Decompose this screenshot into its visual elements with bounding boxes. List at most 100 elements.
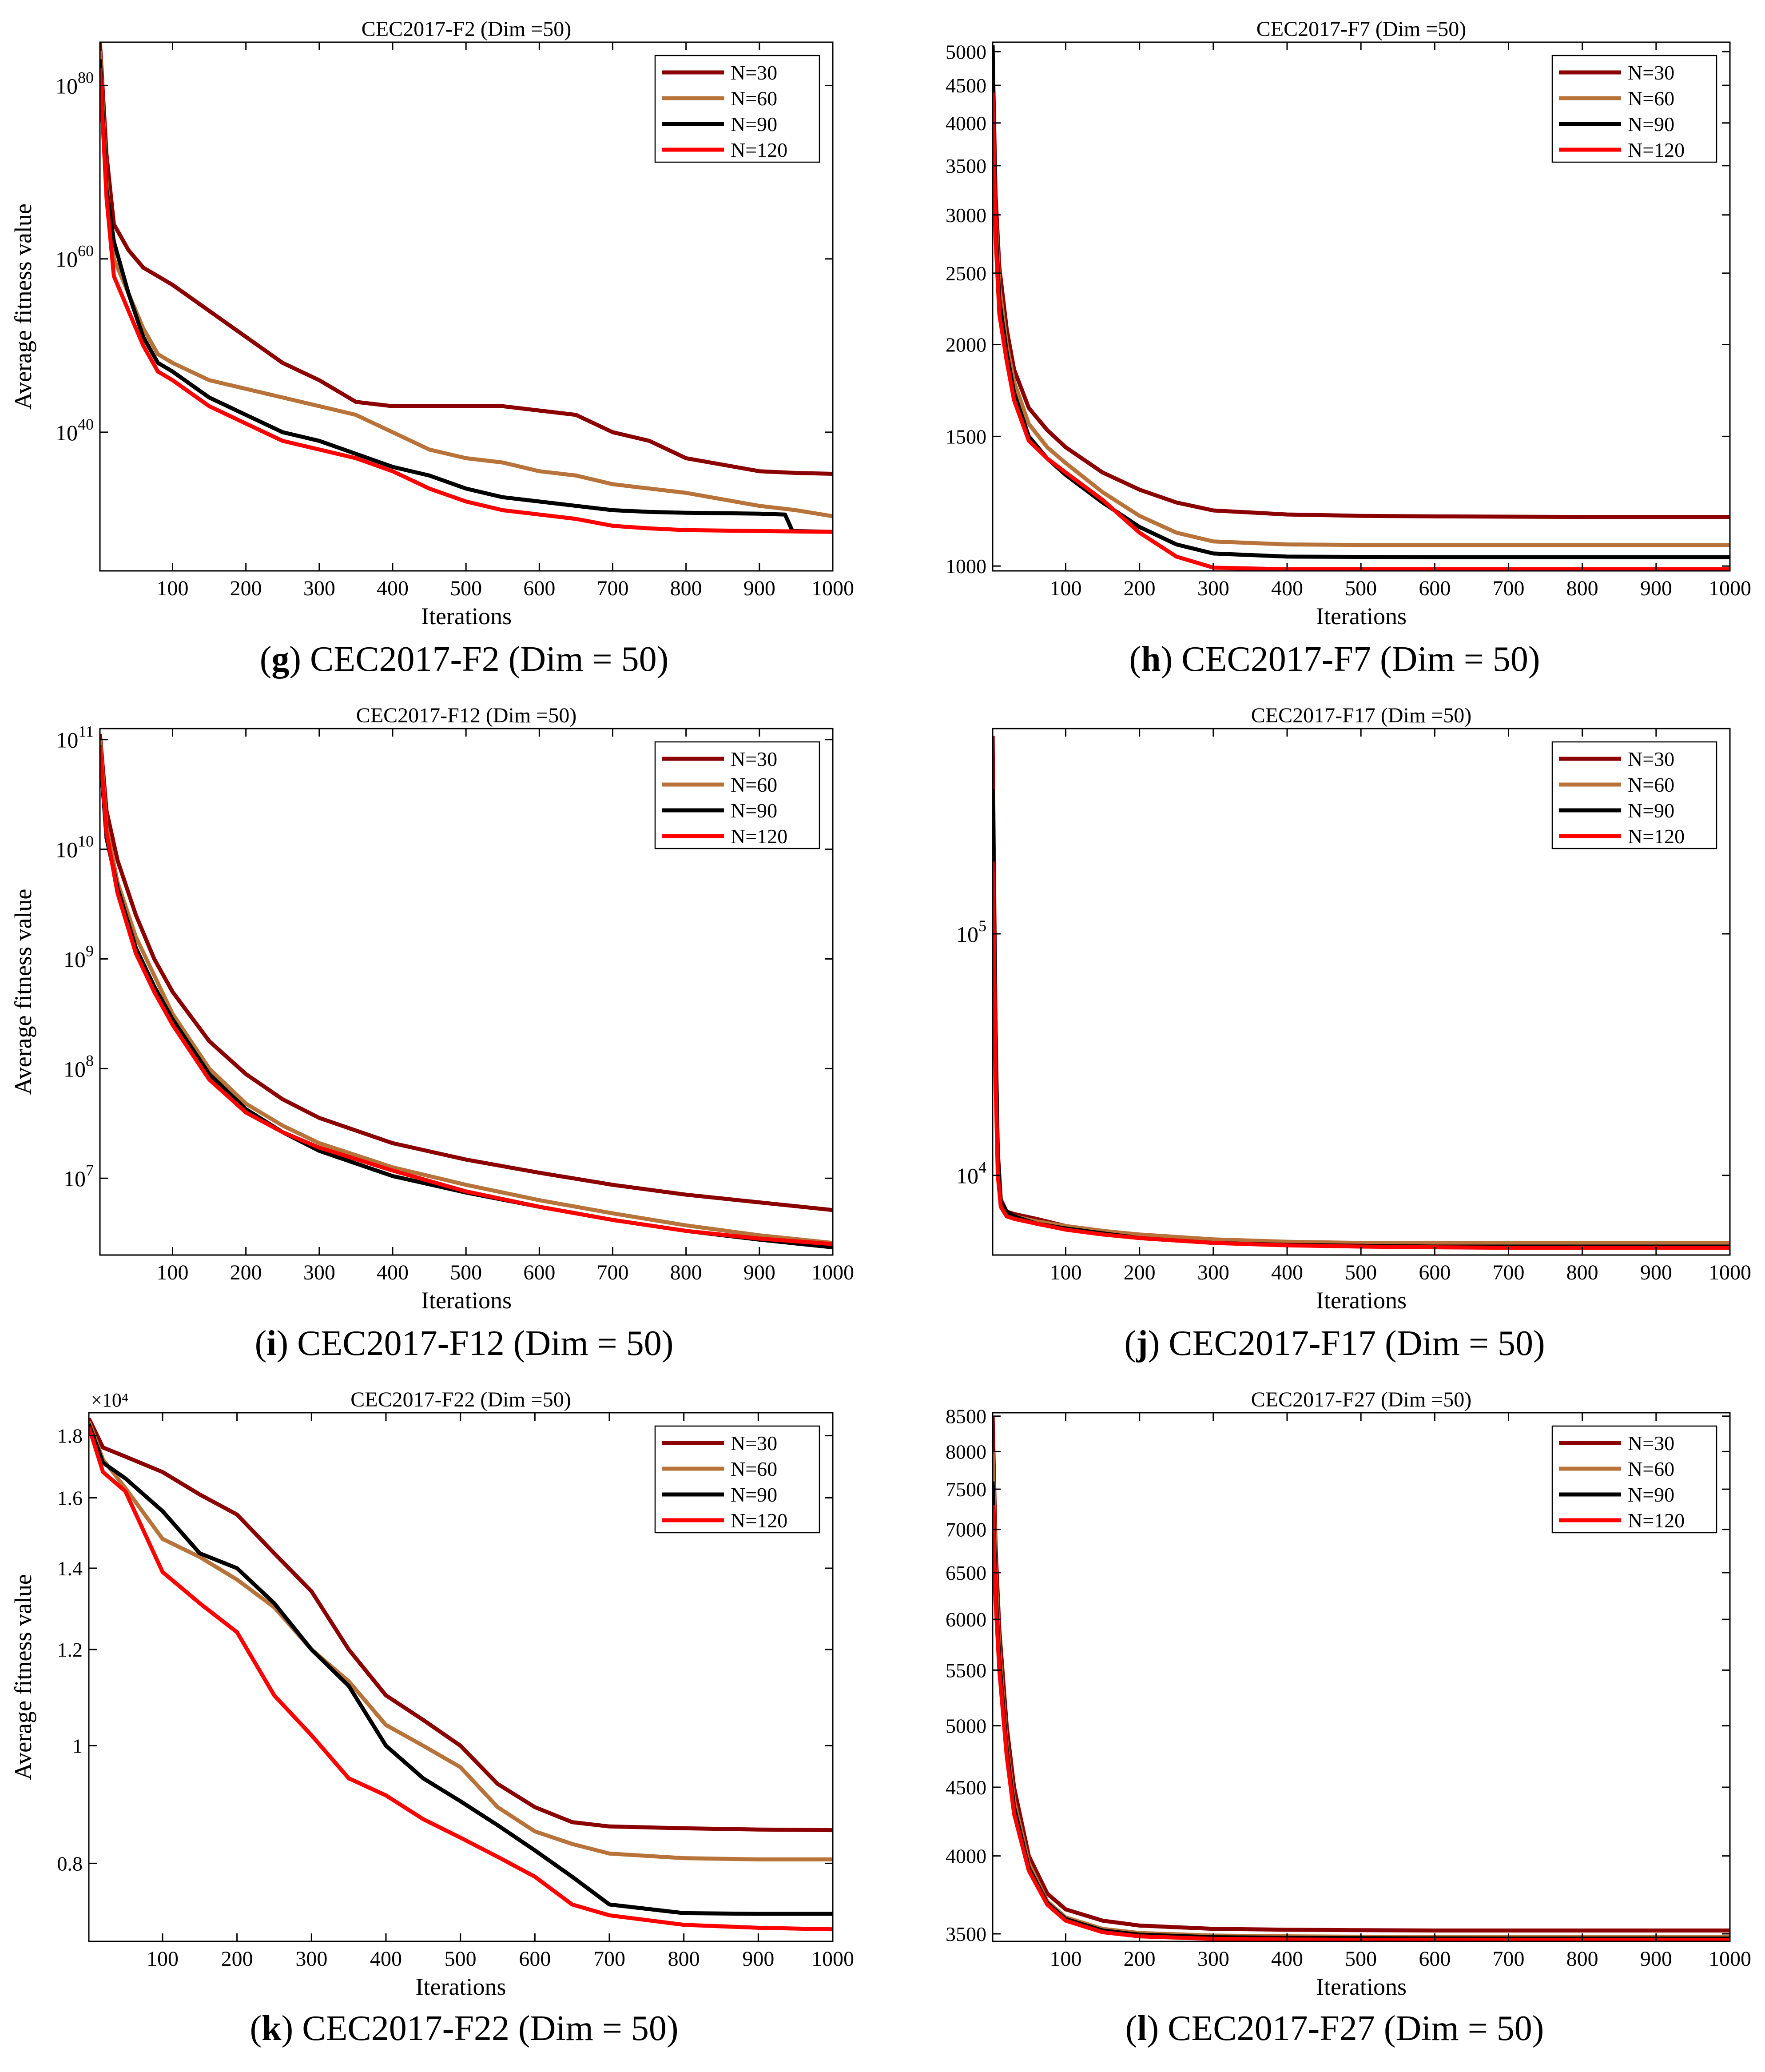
y-tick-label: 7500 bbox=[946, 1478, 986, 1501]
x-tick-label: 600 bbox=[523, 1261, 555, 1284]
y-tick-label: 5000 bbox=[946, 40, 986, 63]
x-tick-label: 600 bbox=[1419, 1947, 1451, 1971]
panel-caption: (j) CEC2017-F17 (Dim = 50) bbox=[1124, 1324, 1545, 1363]
legend: N=30 N=60 N=90 N=120 bbox=[1551, 741, 1717, 849]
series-line-n-120 bbox=[993, 861, 1730, 1250]
x-tick-label: 300 bbox=[1197, 1261, 1229, 1284]
y-tick-label: 107 bbox=[64, 1161, 94, 1191]
x-tick-label: 300 bbox=[303, 577, 335, 600]
y-tick-label: 8000 bbox=[946, 1440, 986, 1463]
y-tick-label: 4500 bbox=[946, 74, 986, 97]
series-line-n-90 bbox=[89, 1423, 833, 1916]
legend-label: N=60 bbox=[731, 1458, 777, 1480]
series-line-n-120 bbox=[100, 745, 833, 1246]
series-line-n-30 bbox=[100, 42, 833, 476]
x-tick-label: 700 bbox=[1493, 577, 1525, 600]
legend-label: N=120 bbox=[731, 139, 787, 161]
x-tick-label: 900 bbox=[1640, 1261, 1672, 1284]
x-tick-label: 800 bbox=[1566, 1947, 1598, 1971]
x-tick-label: 1000 bbox=[1709, 1947, 1751, 1971]
x-tick-label: 300 bbox=[1197, 1947, 1229, 1971]
panel-caption: (i) CEC2017-F12 (Dim = 50) bbox=[255, 1324, 674, 1363]
series-line-n-60 bbox=[993, 837, 1730, 1245]
x-tick-label: 800 bbox=[670, 1261, 702, 1284]
x-tick-label: 700 bbox=[1493, 1261, 1525, 1284]
x-tick-label: 900 bbox=[743, 577, 775, 600]
series-group bbox=[100, 733, 833, 1250]
x-tick-label: 100 bbox=[157, 577, 189, 600]
x-tick-label: 800 bbox=[670, 577, 702, 600]
legend-label: N=30 bbox=[1628, 1432, 1674, 1454]
x-tick-label: 200 bbox=[230, 577, 262, 600]
y-tick-label: 1.6 bbox=[57, 1486, 83, 1509]
y-tick-label: 4000 bbox=[946, 112, 986, 135]
x-tick-label: 500 bbox=[450, 577, 482, 600]
x-tick-label: 100 bbox=[1050, 1947, 1082, 1971]
series-line-n-90 bbox=[993, 789, 1730, 1249]
x-tick-label: 200 bbox=[1124, 577, 1156, 600]
x-tick-label: 400 bbox=[1271, 1947, 1303, 1971]
chart-title: CEC2017-F27 (Dim =50) bbox=[1251, 1388, 1471, 1411]
x-tick-label: 800 bbox=[668, 1947, 700, 1971]
series-line-n-90 bbox=[993, 1481, 1730, 1941]
y-tick-label: 3500 bbox=[946, 155, 986, 177]
x-tick-label: 700 bbox=[597, 1261, 629, 1284]
x-tick-label: 300 bbox=[303, 1261, 335, 1284]
x-tick-label: 500 bbox=[1345, 577, 1377, 600]
series-line-n-60 bbox=[89, 1420, 833, 1861]
x-tick-label: 1000 bbox=[811, 1947, 854, 1971]
y-tick-label: 5000 bbox=[946, 1715, 986, 1737]
chart-k: 100 200 300 400 500 600 700 800 900 1000 0.8 1 1.2 1.… bbox=[10, 1388, 854, 2048]
legend-label: N=90 bbox=[1628, 799, 1674, 822]
y-tick-label: 4000 bbox=[946, 1845, 986, 1868]
x-tick-label: 200 bbox=[1124, 1947, 1156, 1971]
x-tick-label: 1000 bbox=[811, 1261, 854, 1284]
y-axis-label: Average fitness value bbox=[10, 203, 36, 410]
panel-caption: (k) CEC2017-F22 (Dim = 50) bbox=[250, 2009, 678, 2048]
y-tick-label: 1060 bbox=[56, 242, 94, 272]
legend: N=30 N=60 N=90 N=120 bbox=[654, 741, 820, 849]
legend: N=30 N=60 N=90 N=120 bbox=[1551, 1425, 1717, 1534]
x-axis-label: Iterations bbox=[1316, 1973, 1407, 2000]
y-axis-label: Average fitness value bbox=[10, 1574, 36, 1780]
y-tick-label: 1 bbox=[72, 1734, 83, 1757]
legend-label: N=90 bbox=[1628, 113, 1674, 135]
x-tick-label: 300 bbox=[295, 1947, 327, 1971]
y-tick-label: 108 bbox=[64, 1052, 94, 1081]
x-tick-label: 800 bbox=[1566, 577, 1598, 600]
y-tick-label: 4500 bbox=[946, 1776, 986, 1799]
x-tick-label: 900 bbox=[1640, 577, 1672, 600]
legend: N=30 N=60 N=90 N=120 bbox=[654, 55, 820, 163]
y-tick-label: 1.8 bbox=[57, 1425, 83, 1447]
x-tick-label: 1000 bbox=[1709, 1261, 1751, 1284]
x-axis-label: Iterations bbox=[421, 603, 512, 630]
legend-label: N=60 bbox=[731, 87, 777, 110]
x-tick-label: 600 bbox=[1419, 577, 1451, 600]
y-tick-label: 1000 bbox=[946, 555, 986, 578]
y-multiplier: ×10⁴ bbox=[91, 1389, 128, 1411]
legend-label: N=60 bbox=[731, 773, 777, 796]
legend-label: N=30 bbox=[1628, 748, 1674, 770]
x-tick-label: 400 bbox=[1271, 1261, 1303, 1284]
x-tick-label: 100 bbox=[157, 1261, 189, 1284]
y-tick-label: 1500 bbox=[946, 425, 986, 448]
series-line-n-120 bbox=[89, 1426, 833, 1932]
y-axis-label: Average fitness value bbox=[10, 889, 36, 1095]
y-tick-label: 1010 bbox=[56, 833, 94, 862]
legend-label: N=60 bbox=[1628, 1458, 1674, 1480]
panel-caption: (h) CEC2017-F7 (Dim = 50) bbox=[1129, 640, 1540, 679]
x-tick-label: 200 bbox=[221, 1947, 253, 1971]
legend: N=30 N=60 N=90 N=120 bbox=[654, 1425, 820, 1534]
series-line-n-60 bbox=[100, 739, 833, 1245]
legend: N=30 N=60 N=90 N=120 bbox=[1551, 55, 1717, 163]
x-tick-label: 600 bbox=[519, 1947, 551, 1971]
x-tick-label: 400 bbox=[370, 1947, 402, 1971]
x-tick-label: 900 bbox=[743, 1261, 775, 1284]
x-axis-label: Iterations bbox=[1316, 603, 1407, 630]
x-tick-label: 200 bbox=[230, 1261, 262, 1284]
series-line-n-60 bbox=[100, 51, 833, 518]
series-line-n-30 bbox=[100, 733, 833, 1212]
y-tick-label: 5500 bbox=[946, 1659, 986, 1682]
y-tick-label: 1040 bbox=[56, 415, 94, 445]
